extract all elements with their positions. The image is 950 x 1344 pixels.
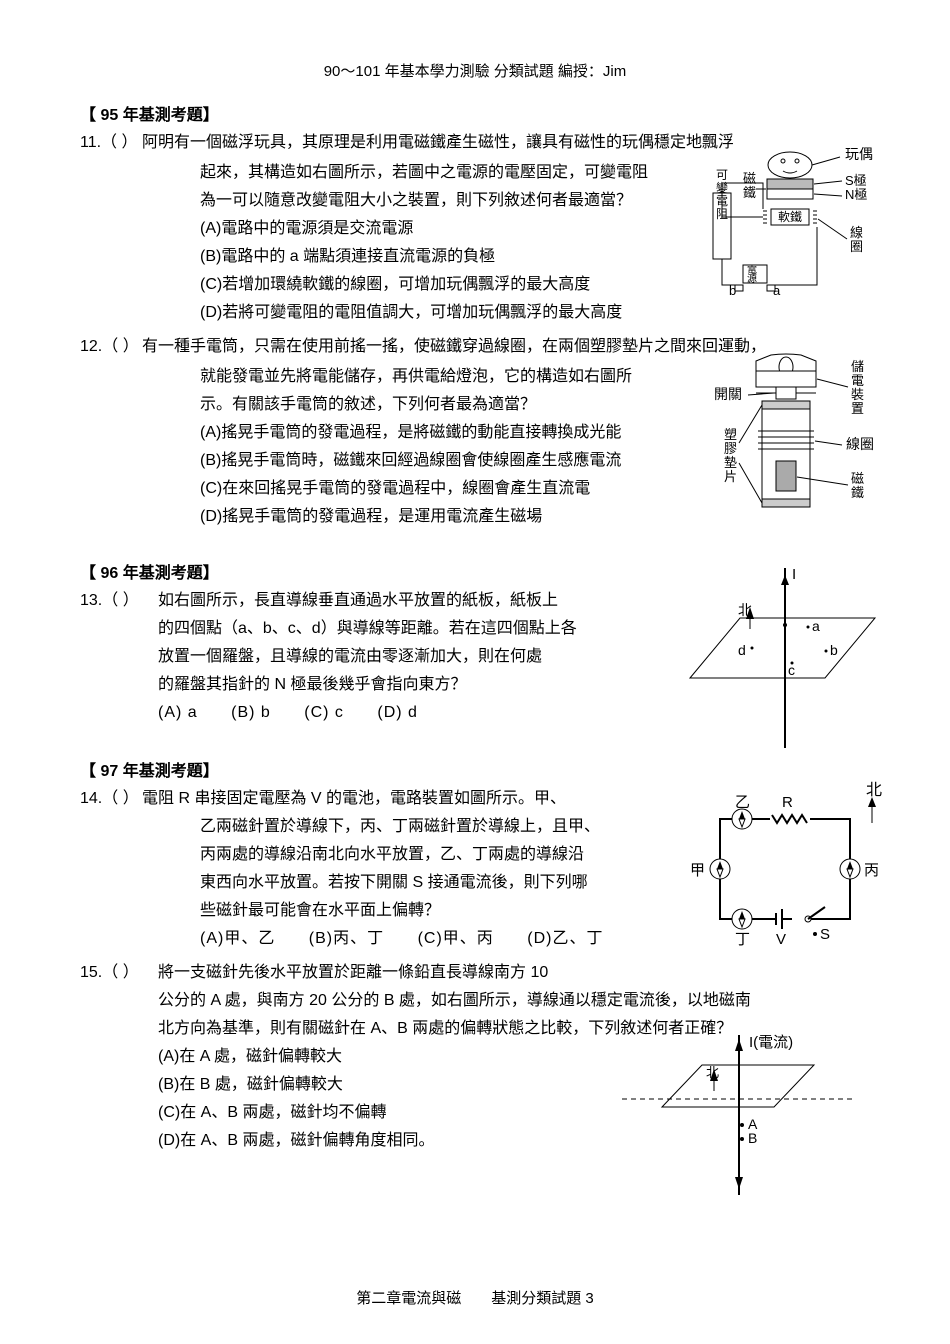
q14-l4: 東西向水平放置。若按下開關 S 接通電流後，則下列哪 <box>200 874 588 891</box>
q14-label-V: V <box>776 931 786 948</box>
q12-label-pl4: 片 <box>724 469 737 484</box>
q12-label-mg2: 鐵 <box>851 485 864 500</box>
q11-label-n: N極 <box>845 187 867 202</box>
q12-number: 12.（ ） <box>80 333 142 361</box>
question-11: 11.（ ） 阿明有一個磁浮玩具，其原理是利用電磁鐵產生磁性，讓具有磁性的玩偶穩… <box>80 129 870 327</box>
q12-optB: (B)搖晃手電筒時，磁鐵來回經過線圈會使線圈產生感應電流 <box>200 447 720 475</box>
q11-optD: (D)若將可變電阻的電阻值調大，可增加玩偶飄浮的最大高度 <box>200 299 870 327</box>
q14-stem-1: 電阻 R 串接固定電壓為 V 的電池，電路裝置如圖所示。甲、 <box>142 785 672 813</box>
q11-stem-3: 為一可以隨意改變電阻大小之裝置，則下列敘述何者最適當？ <box>200 187 720 215</box>
q13-label-I: I <box>792 566 796 583</box>
q15-number: 15.（ ） <box>80 959 142 987</box>
q11-label-src2: 源 <box>747 272 757 285</box>
q11-label-coil2: 圈 <box>850 239 863 254</box>
q13-stem-1: 如右圖所示，長直導線垂直通過水平放置的紙板，紙板上 <box>142 587 662 615</box>
q13-label-d: d <box>738 642 746 658</box>
q15-figure: I(電流) 北 A B <box>614 1027 864 1202</box>
q15-label-I: I(電流) <box>749 1034 793 1051</box>
q14-label-north: 北 <box>866 781 882 799</box>
page-footer: 第二章電流與磁 基測分類試題 3 <box>0 1287 950 1308</box>
q12-optC: (C)在來回搖晃手電筒的發電過程中，線圈會產生直流電 <box>200 475 720 503</box>
q12-label-switch: 開關 <box>714 386 742 402</box>
page-header: 90～101 年基本學力測驗 分類試題 編授：Jim <box>80 60 870 81</box>
q12-label-st2: 電 <box>851 373 864 388</box>
q12-label-st4: 置 <box>851 401 864 416</box>
q11-label-s: S極 <box>845 173 867 188</box>
question-15: 15.（ ） 將一支磁針先後水平放置於距離一條鉛直長導線南方 10 公分的 A … <box>80 959 870 1155</box>
q14-stem-2: 乙兩磁針置於導線下，丙、丁兩磁針置於導線上，且甲、 <box>200 813 730 841</box>
q14-optB: (B)丙、丁 <box>309 930 384 947</box>
q12-label-pl3: 墊 <box>724 455 737 470</box>
q14-stem-5: 些磁針最可能會在水平面上偏轉？ <box>200 897 730 925</box>
q13-optA: (A) a <box>158 704 198 721</box>
q11-label-coil1: 線 <box>850 225 863 240</box>
question-12: 12.（ ） 有一種手電筒，只需在使用前搖一搖，使磁鐵穿過線圈，在兩個塑膠墊片之… <box>80 333 870 531</box>
q14-optC: (C)甲、丙 <box>418 930 494 947</box>
q12-optA: (A)搖晃手電筒的發電過程，是將磁鐵的動能直接轉換成光能 <box>200 419 720 447</box>
q12-optD: (D)搖晃手電筒的發電過程，是運用電流產生磁場 <box>200 503 720 531</box>
q14-stem-3: 丙兩處的導線沿南北向水平放置，乙、丁兩處的導線沿 <box>200 841 730 869</box>
q11-label-var1: 可 <box>716 168 728 182</box>
q11-figure: 玩偶 S極 N極 磁 鐵 軟鐵 線 圈 <box>705 147 880 297</box>
q12-stem-2: 就能發電並先將電能儲存，再供電給燈泡，它的構造如右圖所 <box>200 363 720 391</box>
q15-l1: 將一支磁針先後水平放置於距離一條鉛直長導線南方 10 <box>158 964 548 981</box>
q12-label-pl1: 塑 <box>724 427 737 442</box>
q13-label-a: a <box>812 618 820 634</box>
q11-label-soft: 軟鐵 <box>778 209 802 224</box>
q15-label-B: B <box>748 1130 757 1146</box>
q14-label-R: R <box>782 794 793 811</box>
q14-optA: (A)甲、乙 <box>200 930 275 947</box>
section-95: 【 95 年基測考題】 <box>80 101 870 125</box>
q13-number: 13.（ ） <box>80 587 142 615</box>
q14-label-jia: 甲 <box>690 862 705 879</box>
q13-stem-3: 放置一個羅盤，且導線的電流由零逐漸加大，則在何處 <box>142 643 662 671</box>
q12-label-coil: 線圈 <box>846 436 874 452</box>
q13-label-b: b <box>830 642 838 658</box>
q12-label-st1: 儲 <box>851 359 864 374</box>
q15-stem-1: 將一支磁針先後水平放置於距離一條鉛直長導線南方 10 <box>142 959 870 987</box>
q13-optB: (B) b <box>231 704 271 721</box>
q14-label-S: S <box>820 926 830 943</box>
q11-label-mag1: 磁 <box>743 171 756 186</box>
q12-label-mg1: 磁 <box>851 471 864 486</box>
q13-optD: (D) d <box>377 704 418 721</box>
q12-figure: 儲 電 裝 置 開關 塑 膠 墊 片 <box>706 353 886 518</box>
q14-figure: 北 R 乙 丙 甲 丁 V <box>680 779 890 954</box>
question-14: 14.（ ） 電阻 R 串接固定電壓為 V 的電池，電路裝置如圖所示。甲、 乙兩… <box>80 785 870 953</box>
q14-label-ding: 丁 <box>735 931 750 948</box>
q14-label-bing: 丙 <box>864 862 879 879</box>
q12-stem-3: 示。有關該手電筒的敘述，下列何者最為適當？ <box>200 391 720 419</box>
q13-stem-4: 的羅盤其指針的 N 極最後幾乎會指向東方？ <box>142 671 662 699</box>
q11-stem-2: 起來，其構造如右圖所示，若圖中之電源的電壓固定，可變電阻 <box>200 159 720 187</box>
q11-label-mag2: 鐵 <box>743 185 756 200</box>
q13-optC: (C) c <box>304 704 344 721</box>
q13-figure: I 北 a b c d <box>680 563 880 753</box>
q15-stem-2: 公分的 A 處，與南方 20 公分的 B 處，如右圖所示，導線通以穩定電流後，以… <box>142 987 870 1015</box>
q14-label-yi: 乙 <box>735 794 750 811</box>
q13-l1: 如右圖所示，長直導線垂直通過水平放置的紙板，紙板上 <box>158 592 558 609</box>
question-13: 13.（ ） 如右圖所示，長直導線垂直通過水平放置的紙板，紙板上 的四個點（a、… <box>80 587 870 727</box>
q12-label-pl2: 膠 <box>724 441 737 456</box>
q11-number: 11.（ ） <box>80 129 142 157</box>
q14-number: 14.（ ） <box>80 785 142 813</box>
q12-label-st3: 裝 <box>851 387 864 402</box>
q13-stem-2: 的四個點（a、b、c、d）與導線等距離。若在這四個點上各 <box>142 615 662 643</box>
q11-label-toy: 玩偶 <box>845 147 873 162</box>
q14-optD: (D)乙、丁 <box>527 930 603 947</box>
section-97: 【 97 年基測考題】 <box>80 757 870 781</box>
